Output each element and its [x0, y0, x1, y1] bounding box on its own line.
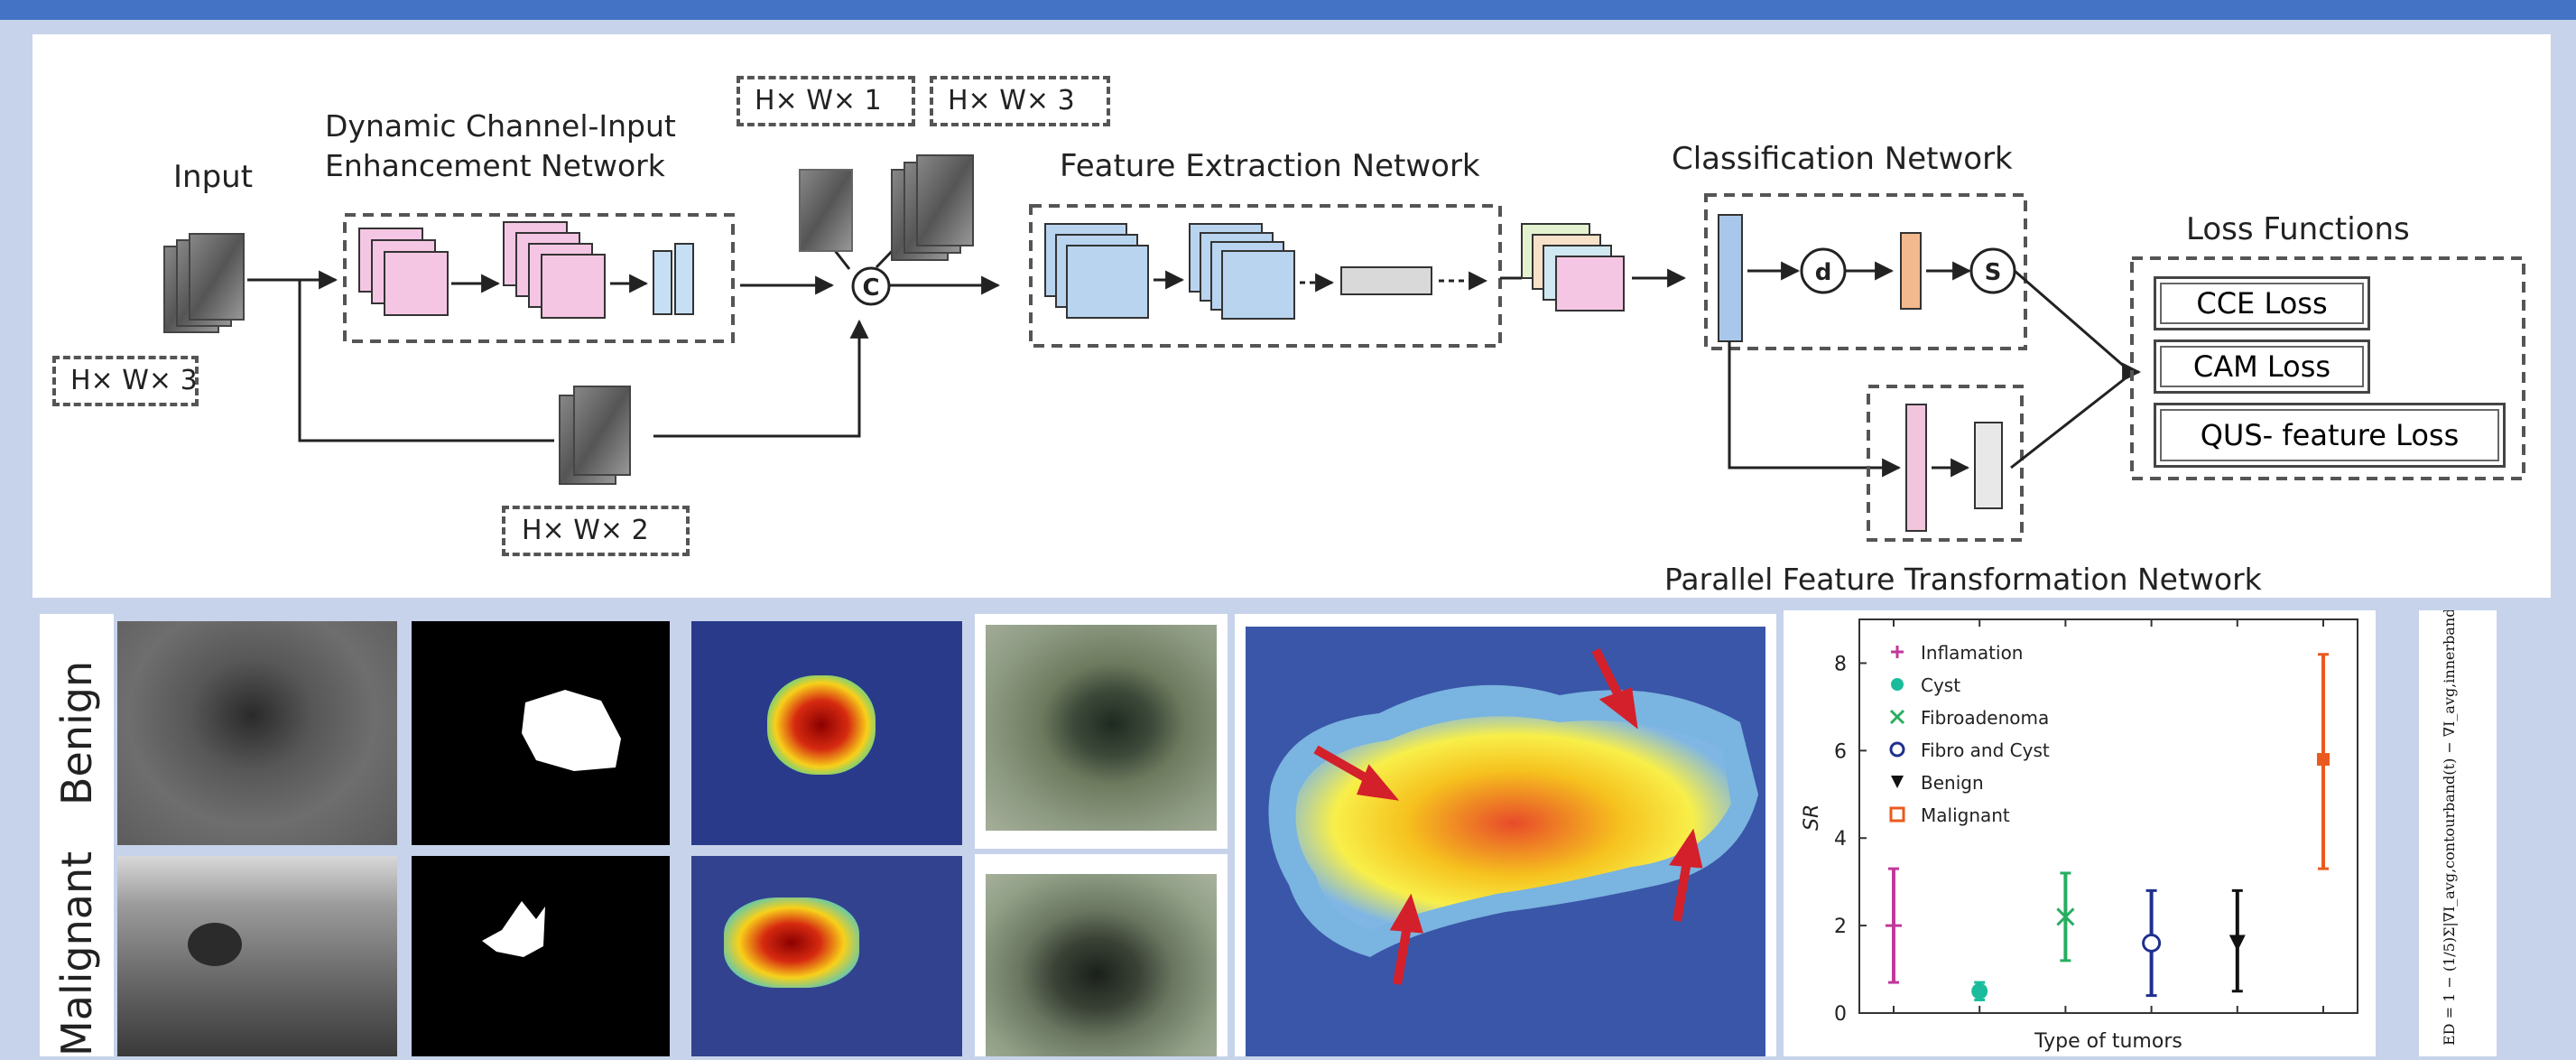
dim-3-text: H× W× 3 — [948, 85, 1075, 116]
classification-label: Classification Network — [1672, 141, 2013, 177]
legend-label: Fibro and Cyst — [1921, 739, 2050, 761]
architecture-svg: C d — [163, 154, 2525, 542]
benign-ultrasound — [117, 621, 397, 845]
dim-2-box — [502, 506, 690, 556]
fen-feature-maps — [1044, 223, 1488, 320]
enhanced-image-1ch — [799, 169, 853, 252]
feature-stack — [1521, 223, 1625, 311]
dim-2-text: H× W× 2 — [522, 515, 649, 546]
malignant-ultrasound — [117, 856, 397, 1056]
malignant-mask-svg — [482, 901, 545, 957]
legend-marker — [1889, 741, 1905, 758]
legend-label: Benign — [1921, 772, 1984, 794]
benign-cam-heatmap — [691, 621, 962, 845]
y-tick-label: 4 — [1834, 828, 1847, 851]
legend-marker — [1889, 709, 1905, 725]
data-point — [1971, 982, 1988, 1000]
malignant-texture — [986, 874, 1217, 1056]
pftn-label: Parallel Feature Transformation Network — [1664, 562, 2262, 597]
input-label: Input — [173, 159, 254, 195]
enhanced-image-3ch — [891, 154, 974, 261]
pftn-layer-1 — [1905, 404, 1927, 532]
data-point — [1886, 917, 1902, 934]
malignant-cam-heatmap — [691, 856, 962, 1056]
row-label-benign: Benign — [52, 660, 101, 805]
data-point — [2056, 907, 2075, 926]
legend-marker — [1889, 806, 1905, 823]
series-cyst — [1971, 981, 1988, 1001]
benign-hotspot — [767, 675, 876, 775]
dcien-label-line1: Dynamic Channel-Input — [325, 108, 676, 144]
legend-marker — [1891, 646, 1904, 658]
benign-mask — [412, 621, 670, 845]
legend-label: Cyst — [1921, 674, 1960, 696]
row-label-area — [40, 614, 114, 1056]
chart-frame — [1858, 618, 2358, 1014]
fen-box — [1029, 204, 1502, 348]
sr-chart: 0 2 4 6 8 SR Type of tumors Inflamation Cyst Fib… — [1801, 618, 2358, 1053]
cls-fc-layer — [1718, 214, 1743, 342]
cce-loss-box: CCE Loss — [2154, 276, 2370, 330]
dropout-op-label: d — [1815, 259, 1832, 286]
dim-3-box — [930, 76, 1110, 126]
malignant-mask — [412, 856, 670, 1056]
pftn-layer-2 — [1974, 422, 2003, 509]
series-fibroadenoma — [2056, 871, 2075, 962]
loss-functions-title: Loss Functions — [2186, 211, 2410, 247]
data-point — [2229, 934, 2246, 952]
qus-loss-box: QUS- feature Loss — [2154, 403, 2506, 468]
dcien-feature-maps — [358, 221, 694, 319]
benign-mask-svg — [522, 690, 621, 771]
input-image-2ch — [559, 386, 631, 485]
data-point — [2142, 933, 2162, 953]
pftn-box — [1867, 385, 2024, 542]
series-inflamation — [1886, 867, 1902, 984]
equation-panel: ED = 1 − (1/5)Σ|∇I_avg,contourband(t) − … — [2419, 610, 2497, 1056]
dcien-box — [343, 213, 735, 343]
architecture-diagram: C d — [32, 34, 2551, 598]
input-image-stack — [163, 233, 245, 333]
y-tick-label: 0 — [1834, 1003, 1847, 1026]
data-point — [2317, 753, 2330, 767]
cam-loss-box: CAM Loss — [2154, 339, 2370, 394]
softmax-op-label: S — [1985, 259, 2002, 286]
y-axis-label: SR — [1801, 804, 1823, 831]
dim-input-box — [52, 356, 199, 406]
dim-1-text: H× W× 1 — [755, 85, 882, 116]
top-banner — [0, 0, 2576, 20]
concat-op — [851, 266, 891, 306]
cls-dense — [1900, 232, 1922, 310]
dcien-label-line2: Enhancement Network — [325, 148, 665, 183]
series-malignant — [2317, 653, 2330, 870]
ed-equation: ED = 1 − (1/5)Σ|∇I_avg,contourband(t) − … — [2441, 610, 2458, 1046]
benign-texture — [986, 625, 1217, 831]
y-tick-label: 2 — [1834, 916, 1847, 938]
tumor-heatmap — [1235, 614, 1776, 1056]
heatmap-arrows — [1313, 647, 1703, 985]
legend-label: Fibroadenoma — [1921, 707, 2049, 729]
y-tick-label: 6 — [1834, 740, 1847, 763]
malignant-lesion — [188, 923, 242, 966]
sr-chart-panel: 0 2 4 6 8 SR Type of tumors Inflamation Cyst Fib… — [1784, 610, 2376, 1056]
classification-box — [1704, 193, 2027, 350]
x-axis-label: Type of tumors — [2034, 1030, 2182, 1053]
y-tick-label: 8 — [1834, 653, 1847, 675]
concat-op-label: C — [862, 274, 879, 302]
legend-marker — [1891, 678, 1904, 691]
legend-marker — [1891, 776, 1904, 788]
benign-texture-image — [975, 614, 1228, 849]
dim-input-text: H× W× 3 — [70, 365, 198, 396]
legend-label: Inflamation — [1921, 642, 2023, 664]
tumor-heatmap-svg — [1246, 627, 1765, 1056]
legend-label: Malignant — [1921, 804, 2010, 826]
dim-1-box — [737, 76, 915, 126]
series-benign — [2229, 888, 2246, 993]
series-fibro-and-cyst — [2142, 888, 2162, 998]
malignant-hotspot — [724, 897, 859, 988]
row-label-malignant: Malignant — [52, 851, 101, 1056]
fen-label: Feature Extraction Network — [1060, 148, 1480, 184]
malignant-texture-image — [975, 854, 1228, 1056]
